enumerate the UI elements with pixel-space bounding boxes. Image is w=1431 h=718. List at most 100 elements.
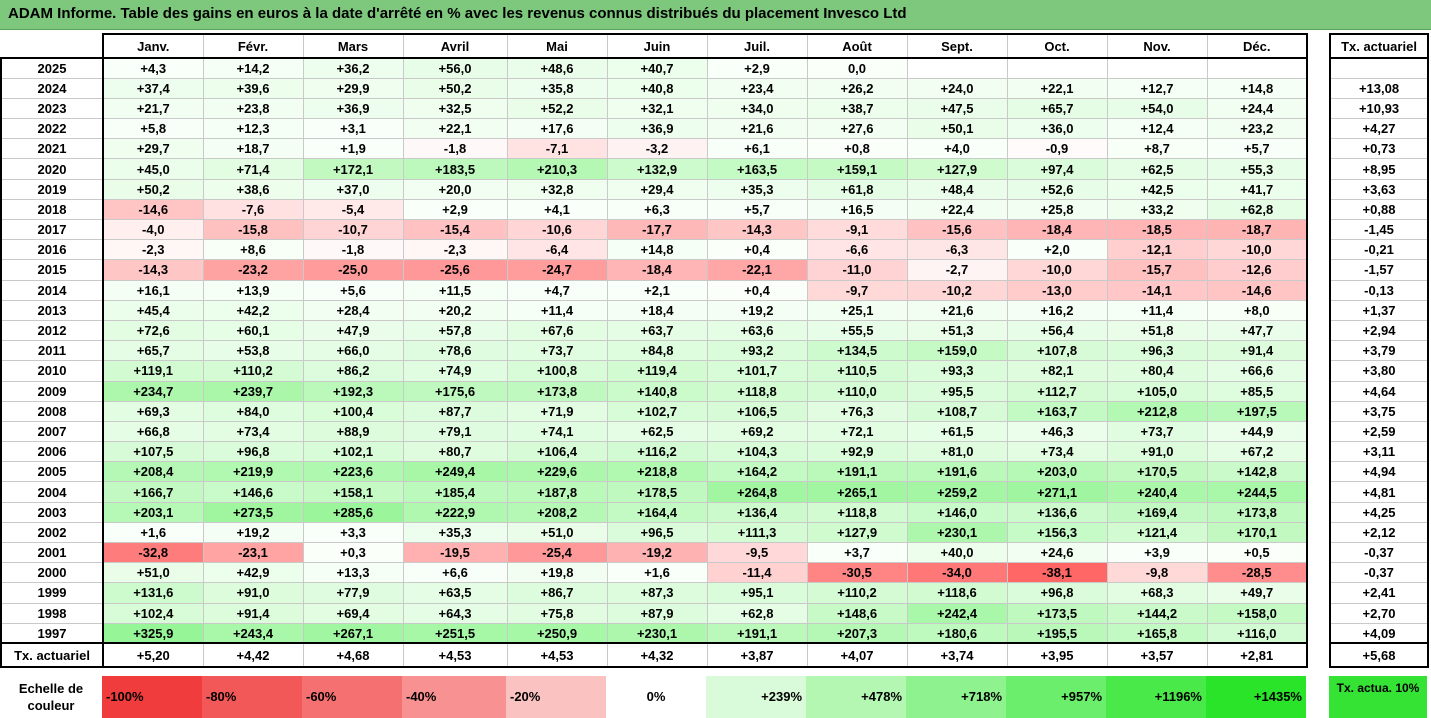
year-cell: 2018	[0, 198, 104, 221]
value-cell: +173,8	[506, 380, 608, 402]
value-cell: -4,0	[102, 218, 204, 241]
table-row: 2023 +21,7 +23,8 +36,9 +32,5 +52,2 +32,1 +34,0 +…	[0, 97, 1308, 120]
value-cell: +1,6	[102, 521, 204, 544]
value-cell: -22,1	[706, 259, 808, 281]
value-cell: +21,6	[706, 118, 808, 140]
table-row: 2017 -4,0 -15,8 -10,7 -15,4 -10,6 -17,7 -14,3 -9…	[0, 218, 1308, 241]
tx-cell: +4,27	[1329, 118, 1429, 140]
value-cell: +86,7	[506, 582, 608, 604]
tx-cell: -1,45	[1329, 218, 1429, 241]
value-cell: +50,2	[102, 178, 204, 200]
value-cell: -24,7	[506, 259, 608, 281]
table-row: 2018 -14,6 -7,6 -5,4 +2,9 +4,1 +6,3 +5,7 +16,5 +2…	[0, 198, 1308, 221]
value-cell: +65,7	[102, 340, 204, 362]
value-cell: -12,6	[1206, 259, 1308, 281]
tx-cell: -0,13	[1329, 279, 1429, 301]
value-cell: +56,4	[1006, 319, 1108, 342]
value-cell: +72,6	[102, 319, 204, 342]
value-cell: +170,5	[1106, 461, 1208, 483]
value-cell: -6,3	[906, 239, 1008, 261]
value-cell: +121,4	[1106, 521, 1208, 544]
value-cell: +4,7	[506, 279, 608, 301]
value-cell: +48,4	[906, 178, 1008, 200]
value-cell: +0,4	[706, 239, 808, 261]
tx-cell: +2,41	[1329, 582, 1429, 604]
month-header: Août	[806, 33, 908, 59]
value-cell: +148,6	[806, 602, 908, 624]
value-cell: +32,8	[506, 178, 608, 200]
value-cell: +51,0	[506, 521, 608, 544]
value-cell: -13,0	[1006, 279, 1108, 301]
value-cell: +52,2	[506, 97, 608, 120]
tx-cell: -0,37	[1329, 541, 1429, 564]
value-cell: +67,2	[1206, 441, 1308, 463]
value-cell: +163,7	[1006, 400, 1108, 422]
year-cell: 2004	[0, 481, 104, 503]
tx-cell: +0,88	[1329, 198, 1429, 221]
tx-cell: +3,79	[1329, 340, 1429, 362]
value-cell: +14,8	[606, 239, 708, 261]
tx-cell: +2,94	[1329, 319, 1429, 342]
value-cell: +6,3	[606, 198, 708, 221]
value-cell: +197,5	[1206, 400, 1308, 422]
value-cell: +180,6	[906, 622, 1008, 644]
value-cell: +13,9	[202, 279, 304, 301]
year-cell: 2003	[0, 501, 104, 523]
value-cell: +79,1	[402, 420, 508, 443]
month-header: Mai	[506, 33, 608, 59]
value-cell: +54,0	[1106, 97, 1208, 120]
color-scale-cell: -80%	[202, 676, 302, 718]
value-cell: +140,8	[606, 380, 708, 402]
tx-cell: +3,75	[1329, 400, 1429, 422]
value-cell: +19,8	[506, 562, 608, 584]
value-cell: +104,3	[706, 441, 808, 463]
footer-value-cell: +4,68	[302, 642, 404, 669]
value-cell: +96,5	[606, 521, 708, 544]
value-cell: +76,3	[806, 400, 908, 422]
value-cell: -10,2	[906, 279, 1008, 301]
value-cell: +73,7	[1106, 420, 1208, 443]
value-cell: +95,1	[706, 582, 808, 604]
table-row: 2010 +119,1 +110,2 +86,2 +74,9 +100,8 +119,4 +1…	[0, 360, 1308, 382]
value-cell: +2,1	[606, 279, 708, 301]
value-cell: +102,7	[606, 400, 708, 422]
value-cell: +118,8	[706, 380, 808, 402]
table-row: 2015 -14,3 -23,2 -25,0 -25,6 -24,7 -18,4 -22,1-…	[0, 259, 1308, 281]
month-header: Juin	[606, 33, 708, 59]
year-cell: 1998	[0, 602, 104, 624]
value-cell: +240,4	[1106, 481, 1208, 503]
year-cell: 2006	[0, 441, 104, 463]
value-cell: +29,7	[102, 138, 204, 160]
value-cell: +35,8	[506, 77, 608, 99]
value-cell: +22,1	[1006, 77, 1108, 99]
year-cell: 2019	[0, 178, 104, 200]
value-cell: +95,5	[906, 380, 1008, 402]
year-cell: 2022	[0, 118, 104, 140]
year-cell: 2011	[0, 340, 104, 362]
value-cell: +243,4	[202, 622, 304, 644]
value-cell: +208,2	[506, 501, 608, 523]
value-cell: +38,7	[806, 97, 908, 120]
value-cell: +3,7	[806, 541, 908, 564]
color-scale-cell: +957%	[1006, 676, 1106, 718]
value-cell	[906, 57, 1008, 79]
value-cell: -1,8	[402, 138, 508, 160]
value-cell: +13,3	[302, 562, 404, 584]
value-cell: -14,6	[1206, 279, 1308, 301]
footer-value-cell: +4,53	[402, 642, 508, 669]
value-cell: +35,3	[402, 521, 508, 544]
value-cell: +5,8	[102, 118, 204, 140]
value-cell: +60,1	[202, 319, 304, 342]
value-cell: -23,2	[202, 259, 304, 281]
value-cell: +63,5	[402, 582, 508, 604]
tx-cell	[1329, 57, 1429, 79]
month-header: Mars	[302, 33, 404, 59]
value-cell: +55,5	[806, 319, 908, 342]
footer-label: Tx. actuariel	[0, 642, 104, 669]
value-cell: +29,9	[302, 77, 404, 99]
tx-cell: +2,59	[1329, 420, 1429, 443]
value-cell: +20,0	[402, 178, 508, 200]
year-cell: 1997	[0, 622, 104, 644]
value-cell: +29,4	[606, 178, 708, 200]
value-cell: +74,1	[506, 420, 608, 443]
